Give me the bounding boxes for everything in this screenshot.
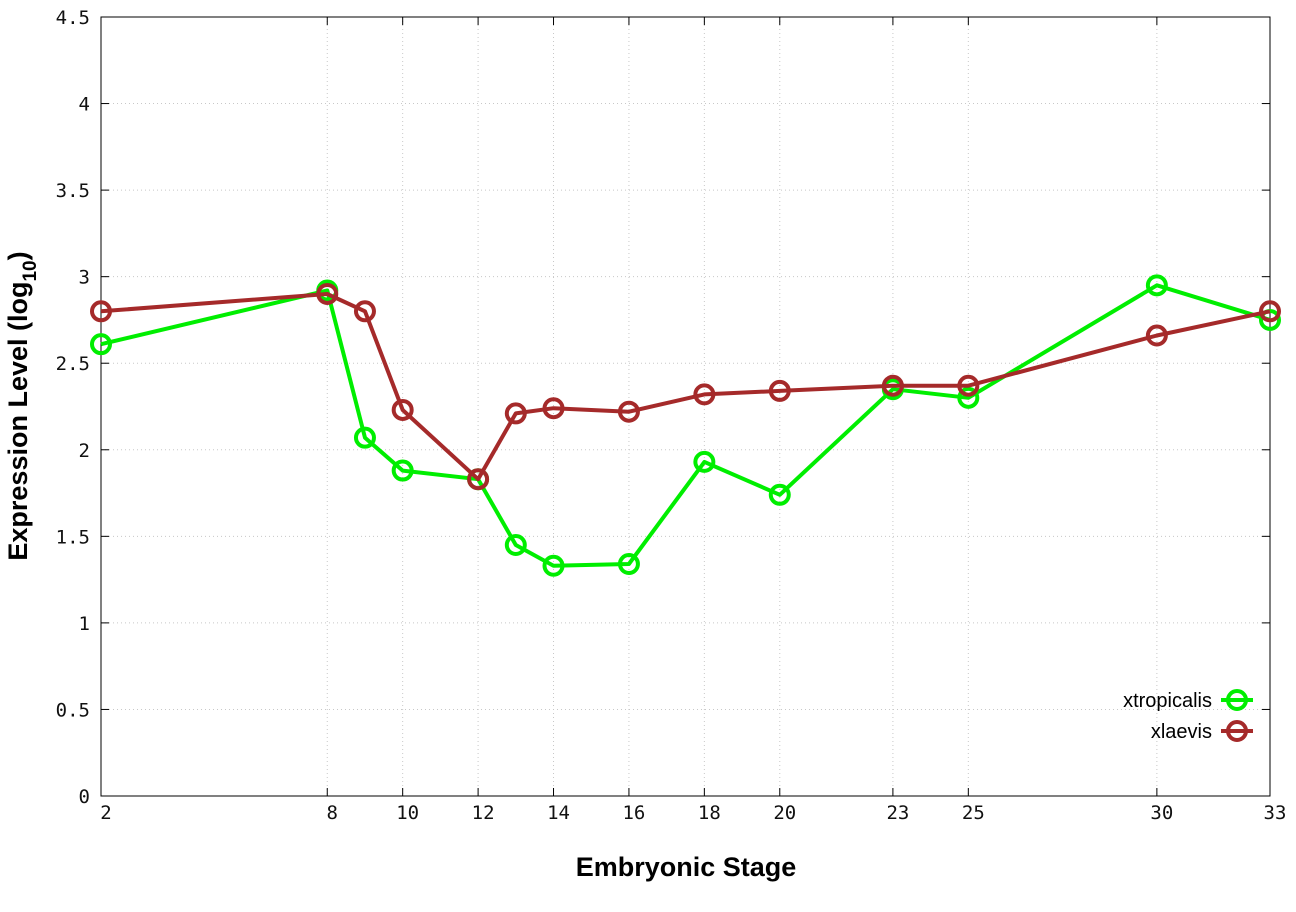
y-axis-title: Expression Level (log10) — [3, 251, 41, 560]
x-tick-label: 25 — [962, 802, 985, 824]
y-tick-label: 3.5 — [56, 180, 90, 202]
x-tick-label: 16 — [622, 802, 645, 824]
data-point-xlaevis — [1145, 324, 1168, 347]
x-tick-label: 8 — [327, 802, 338, 824]
data-point-xlaevis — [693, 383, 716, 406]
data-point-xlaevis — [353, 300, 376, 323]
x-tick-label: 18 — [698, 802, 721, 824]
data-point-xlaevis — [1259, 300, 1281, 323]
axes: 0 0.5 1 1.5 2 2.5 3 3.5 4 4.5 2 8 10 12 14 16 18 20 23 25 30… — [56, 7, 1287, 824]
x-tick-label: 10 — [396, 802, 419, 824]
data-point-xtropicalis — [1145, 274, 1168, 297]
data-point-xtropicalis — [957, 386, 980, 409]
y-axis-title-main: Expression Level (log — [3, 282, 33, 561]
x-tick-label: 20 — [773, 802, 796, 824]
data-point-xlaevis — [467, 468, 490, 491]
legend-label-xlaevis: xlaevis — [1151, 721, 1212, 743]
x-tick-label: 2 — [100, 802, 111, 824]
data-point-xtropicalis — [693, 450, 716, 473]
x-tick-label: 14 — [547, 802, 570, 824]
series — [90, 274, 1281, 577]
data-point-xlaevis — [316, 282, 339, 305]
data-point-xlaevis — [881, 374, 904, 397]
y-axis-title-subscript: 10 — [20, 260, 41, 281]
data-point-xtropicalis — [1259, 308, 1281, 331]
data-point-xtropicalis — [617, 553, 640, 576]
data-point-xlaevis — [617, 400, 640, 423]
data-point-xlaevis — [542, 397, 565, 420]
x-tick-label: 33 — [1264, 802, 1287, 824]
plot-frame — [100, 16, 1271, 797]
y-axis-title-close: ) — [3, 251, 33, 260]
y-tick-label: 4 — [79, 94, 90, 116]
data-point-xlaevis — [504, 402, 527, 425]
y-tick-label: 2 — [79, 440, 90, 462]
x-tick-label: 30 — [1150, 802, 1173, 824]
series-line-xtropicalis — [100, 283, 1271, 568]
data-point-xlaevis — [391, 398, 414, 421]
y-tick-label: 0.5 — [56, 699, 90, 721]
data-point-xtropicalis — [90, 333, 112, 356]
series-line-xlaevis — [100, 292, 1271, 482]
x-tick-label: 23 — [886, 802, 909, 824]
data-point-xlaevis — [90, 300, 112, 323]
y-tick-label: 0 — [79, 786, 90, 808]
x-axis-title: Embryonic Stage — [576, 852, 797, 882]
data-point-xlaevis — [768, 379, 791, 402]
data-point-xtropicalis — [391, 459, 414, 482]
x-tick-label: 12 — [472, 802, 495, 824]
y-tick-label: 1.5 — [56, 526, 90, 548]
y-tick-label: 4.5 — [56, 7, 90, 29]
data-point-xtropicalis — [353, 426, 376, 449]
y-tick-label: 1 — [79, 613, 90, 635]
y-tick-label: 2.5 — [56, 353, 90, 375]
data-point-xtropicalis — [542, 554, 565, 577]
legend-label-xtropicalis: xtropicalis — [1123, 690, 1212, 712]
legend-swatch-marker-xlaevis — [1226, 720, 1248, 742]
legend: xtropicalis xlaevis — [1123, 689, 1253, 743]
y-tick-label: 3 — [79, 267, 90, 289]
grid — [101, 17, 1270, 796]
legend-swatch-marker-xtropicalis — [1226, 689, 1248, 711]
data-point-xtropicalis — [504, 533, 527, 556]
data-point-xtropicalis — [768, 483, 791, 506]
data-point-xlaevis — [957, 374, 980, 397]
